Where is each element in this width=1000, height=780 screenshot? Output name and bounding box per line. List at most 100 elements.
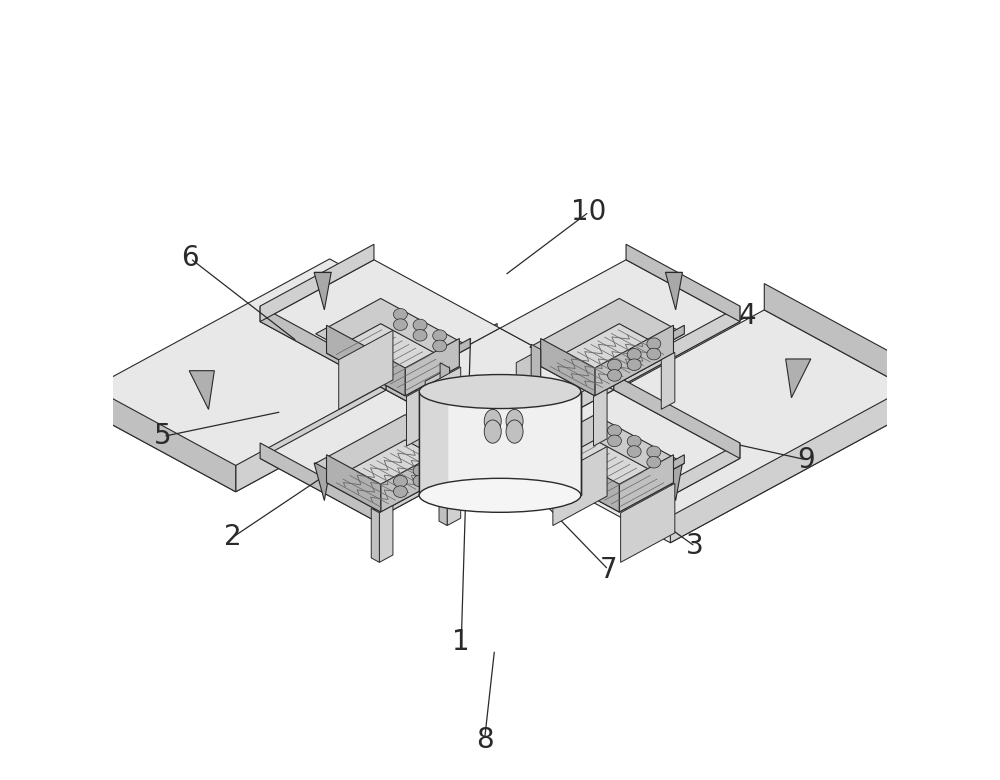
Polygon shape bbox=[541, 441, 619, 512]
Polygon shape bbox=[440, 363, 450, 427]
Polygon shape bbox=[670, 374, 932, 543]
Ellipse shape bbox=[608, 370, 621, 381]
Polygon shape bbox=[786, 359, 811, 398]
Polygon shape bbox=[68, 259, 497, 491]
Ellipse shape bbox=[608, 360, 621, 370]
Ellipse shape bbox=[419, 478, 581, 512]
Polygon shape bbox=[550, 399, 575, 471]
Polygon shape bbox=[565, 394, 575, 458]
Polygon shape bbox=[406, 367, 461, 446]
Ellipse shape bbox=[433, 464, 447, 476]
Polygon shape bbox=[531, 344, 541, 408]
Polygon shape bbox=[459, 417, 484, 490]
Ellipse shape bbox=[647, 338, 661, 349]
Polygon shape bbox=[316, 299, 470, 382]
Polygon shape bbox=[614, 374, 740, 459]
Ellipse shape bbox=[647, 456, 661, 468]
Text: 6: 6 bbox=[181, 244, 199, 272]
Polygon shape bbox=[425, 368, 450, 440]
Polygon shape bbox=[665, 463, 682, 501]
Polygon shape bbox=[339, 330, 393, 410]
Text: 10: 10 bbox=[571, 198, 607, 226]
Polygon shape bbox=[189, 370, 214, 410]
Ellipse shape bbox=[413, 319, 427, 331]
Polygon shape bbox=[619, 455, 684, 498]
Polygon shape bbox=[405, 339, 459, 395]
Polygon shape bbox=[507, 403, 541, 421]
Polygon shape bbox=[447, 469, 461, 526]
Ellipse shape bbox=[413, 329, 427, 341]
Polygon shape bbox=[661, 353, 675, 410]
Ellipse shape bbox=[484, 410, 501, 433]
Ellipse shape bbox=[413, 475, 427, 487]
Ellipse shape bbox=[413, 465, 427, 477]
Polygon shape bbox=[541, 440, 673, 512]
Ellipse shape bbox=[627, 349, 641, 360]
Ellipse shape bbox=[484, 420, 501, 443]
Ellipse shape bbox=[548, 335, 560, 342]
Polygon shape bbox=[764, 284, 932, 401]
Ellipse shape bbox=[433, 330, 447, 342]
Ellipse shape bbox=[647, 446, 661, 458]
Polygon shape bbox=[419, 392, 581, 495]
Polygon shape bbox=[386, 374, 500, 452]
Polygon shape bbox=[327, 440, 459, 512]
Ellipse shape bbox=[433, 340, 447, 352]
Ellipse shape bbox=[589, 439, 601, 445]
Polygon shape bbox=[327, 324, 459, 395]
Ellipse shape bbox=[385, 314, 398, 321]
Polygon shape bbox=[314, 272, 331, 310]
Polygon shape bbox=[516, 349, 541, 421]
Text: 1: 1 bbox=[452, 628, 470, 656]
Polygon shape bbox=[553, 447, 607, 526]
Polygon shape bbox=[474, 412, 484, 477]
Polygon shape bbox=[614, 306, 740, 390]
Polygon shape bbox=[665, 272, 682, 310]
Ellipse shape bbox=[440, 439, 452, 445]
Polygon shape bbox=[416, 422, 450, 440]
Polygon shape bbox=[500, 390, 740, 520]
Polygon shape bbox=[327, 325, 405, 395]
Polygon shape bbox=[314, 463, 331, 501]
Ellipse shape bbox=[627, 435, 641, 447]
Text: 4: 4 bbox=[739, 303, 757, 331]
Polygon shape bbox=[68, 374, 236, 491]
Polygon shape bbox=[236, 324, 497, 491]
Ellipse shape bbox=[399, 439, 411, 445]
Polygon shape bbox=[381, 441, 470, 498]
Ellipse shape bbox=[647, 348, 661, 360]
Ellipse shape bbox=[385, 461, 398, 468]
Polygon shape bbox=[541, 339, 595, 395]
Ellipse shape bbox=[627, 359, 641, 370]
Ellipse shape bbox=[393, 476, 407, 488]
Polygon shape bbox=[327, 455, 381, 512]
Ellipse shape bbox=[602, 461, 615, 468]
Polygon shape bbox=[503, 310, 932, 543]
Ellipse shape bbox=[608, 425, 621, 436]
Ellipse shape bbox=[393, 486, 407, 498]
Polygon shape bbox=[260, 244, 374, 321]
Polygon shape bbox=[619, 455, 673, 512]
Polygon shape bbox=[500, 374, 614, 452]
Ellipse shape bbox=[393, 309, 407, 320]
Ellipse shape bbox=[627, 445, 641, 457]
Ellipse shape bbox=[608, 435, 621, 447]
Polygon shape bbox=[260, 306, 386, 390]
Polygon shape bbox=[530, 415, 684, 498]
Ellipse shape bbox=[393, 319, 407, 331]
Polygon shape bbox=[541, 452, 575, 471]
Ellipse shape bbox=[399, 335, 411, 342]
Polygon shape bbox=[439, 472, 447, 526]
Ellipse shape bbox=[506, 410, 523, 433]
Polygon shape bbox=[419, 388, 448, 495]
Polygon shape bbox=[371, 509, 379, 562]
Polygon shape bbox=[621, 484, 675, 562]
Polygon shape bbox=[260, 260, 500, 390]
Ellipse shape bbox=[506, 420, 523, 443]
Polygon shape bbox=[626, 443, 740, 520]
Text: 7: 7 bbox=[600, 555, 617, 583]
Polygon shape bbox=[500, 260, 740, 390]
Polygon shape bbox=[450, 471, 484, 490]
Polygon shape bbox=[595, 325, 684, 382]
Polygon shape bbox=[260, 443, 374, 520]
